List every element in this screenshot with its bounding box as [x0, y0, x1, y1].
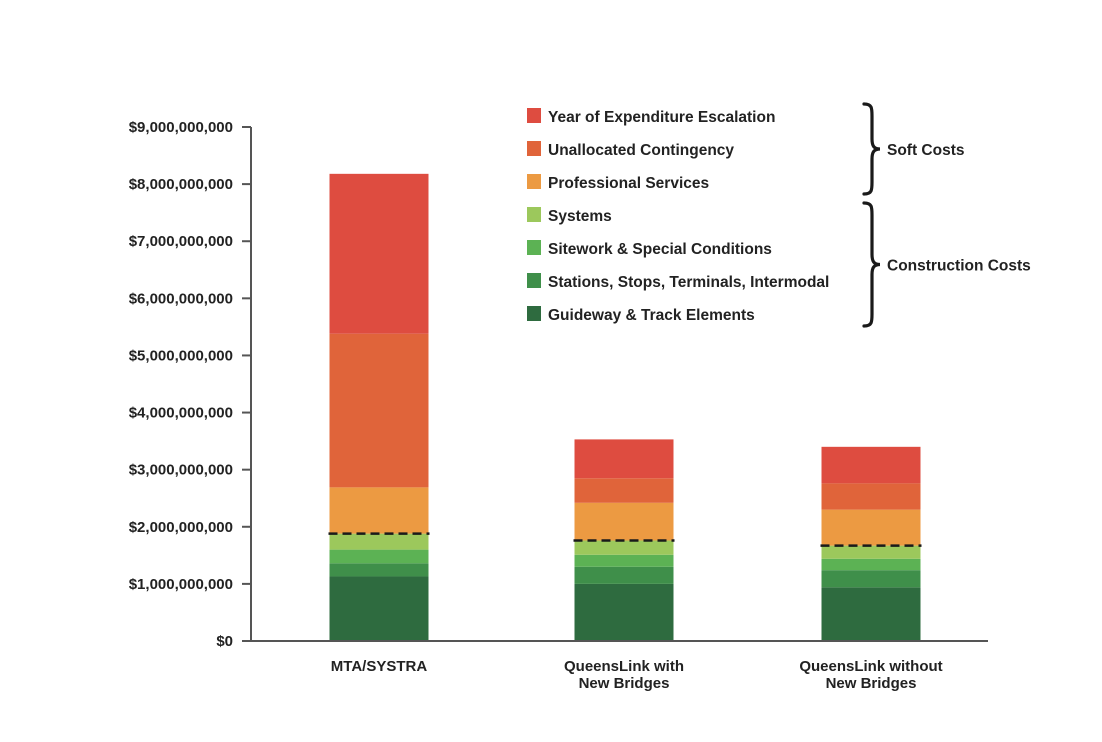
- bar-segment-year-of-expenditure-escalation: [329, 173, 429, 334]
- bar-segment-professional-services: [821, 509, 921, 546]
- bar-segment-stations-stops-terminals-intermodal: [821, 570, 921, 588]
- bar-segment-year-of-expenditure-escalation: [574, 439, 674, 479]
- legend-swatch-professional-services: [527, 174, 541, 189]
- bars-layer: [329, 173, 921, 641]
- bar-segment-stations-stops-terminals-intermodal: [574, 566, 674, 584]
- y-tick-label: $9,000,000,000: [129, 119, 233, 136]
- legend-label-guideway-track-elements: Guideway & Track Elements: [548, 307, 755, 324]
- y-tick-label: $1,000,000,000: [129, 576, 233, 593]
- brace-soft-costs: [862, 102, 881, 196]
- legend-swatch-sitework-special-conditions: [527, 240, 541, 255]
- bar-segment-guideway-track-elements: [329, 576, 429, 641]
- legend-swatch-unallocated-contingency: [527, 141, 541, 156]
- legend-label-professional-services: Professional Services: [548, 175, 709, 192]
- legend-label-systems: Systems: [548, 208, 612, 225]
- legend: Year of Expenditure Escalation Unallocate…: [527, 108, 829, 324]
- legend-swatch-stations-stops-terminals-intermodal: [527, 273, 541, 288]
- legend-braces: Soft Costs Construction Costs: [862, 102, 1031, 328]
- x-category-label: MTA/SYSTRA: [331, 658, 428, 675]
- y-tick-label: $2,000,000,000: [129, 519, 233, 536]
- y-tick-label: $8,000,000,000: [129, 176, 233, 193]
- bar-segment-systems: [821, 545, 921, 559]
- y-tick-label: $4,000,000,000: [129, 405, 233, 422]
- x-category-label: QueensLink without New Bridges: [799, 658, 942, 692]
- legend-swatch-guideway-track-elements: [527, 306, 541, 321]
- legend-label-unallocated-contingency: Unallocated Contingency: [548, 142, 734, 159]
- bar-segment-unallocated-contingency: [574, 478, 674, 503]
- y-tick-label: $3,000,000,000: [129, 462, 233, 479]
- bar-segment-professional-services: [329, 487, 429, 534]
- y-tick-label: $7,000,000,000: [129, 233, 233, 250]
- bar-segment-sitework-special-conditions: [329, 549, 429, 564]
- x-labels-layer: MTA/SYSTRA QueensLink with New Bridges Quee…: [331, 658, 943, 692]
- y-tick-label: $5,000,000,000: [129, 347, 233, 364]
- axes-layer: [250, 127, 988, 642]
- y-tick-label: $6,000,000,000: [129, 290, 233, 307]
- bar-segment-systems: [329, 533, 429, 550]
- y-ticks-layer: $0 $1,000,000,000 $2,000,000,000 $3,000,000…: [129, 119, 251, 650]
- x-category-label: QueensLink with New Bridges: [564, 658, 684, 692]
- bar-segment-systems: [574, 540, 674, 555]
- bar-segment-sitework-special-conditions: [574, 554, 674, 567]
- bar-segment-sitework-special-conditions: [821, 558, 921, 571]
- legend-swatch-systems: [527, 207, 541, 222]
- group-label-construction-costs: Construction Costs: [887, 258, 1031, 275]
- group-label-soft-costs: Soft Costs: [887, 142, 965, 159]
- bar-segment-guideway-track-elements: [574, 583, 674, 641]
- bar-segment-stations-stops-terminals-intermodal: [329, 563, 429, 577]
- bar-segment-unallocated-contingency: [329, 333, 429, 488]
- legend-swatch-year-of-expenditure-escalation: [527, 108, 541, 123]
- brace-construction-costs: [862, 201, 881, 328]
- legend-label-year-of-expenditure-escalation: Year of Expenditure Escalation: [548, 109, 775, 126]
- construction-total-lines: [328, 532, 922, 547]
- legend-label-stations-stops-terminals-intermodal: Stations, Stops, Terminals, Intermodal: [548, 274, 829, 291]
- bar-segment-year-of-expenditure-escalation: [821, 446, 921, 484]
- bar-segment-unallocated-contingency: [821, 483, 921, 510]
- legend-label-sitework-special-conditions: Sitework & Special Conditions: [548, 241, 772, 258]
- bar-segment-guideway-track-elements: [821, 587, 921, 641]
- bar-segment-professional-services: [574, 502, 674, 541]
- y-tick-label: $0: [216, 633, 233, 650]
